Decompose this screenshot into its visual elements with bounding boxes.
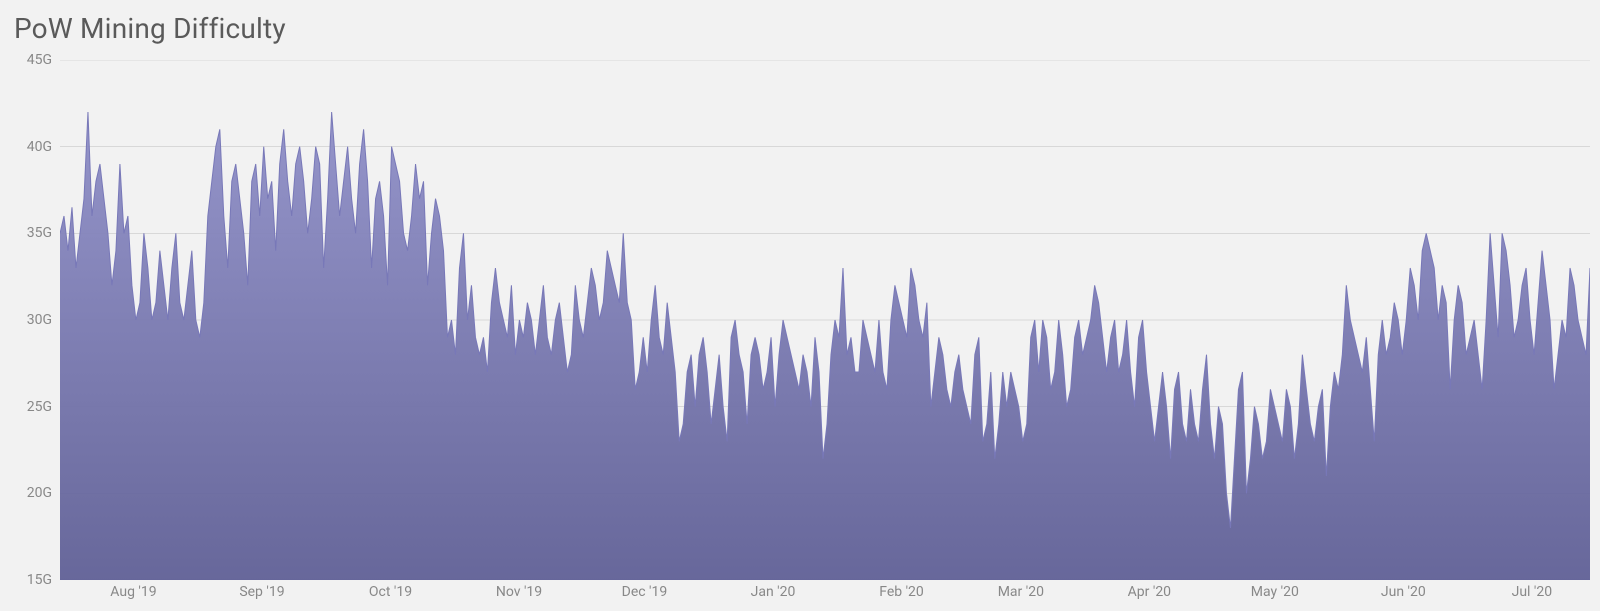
x-tick-label: Jul '20	[1512, 584, 1553, 600]
x-tick-label: Mar '20	[998, 584, 1044, 600]
x-tick-label: Nov '19	[496, 584, 542, 600]
difficulty-area	[60, 112, 1590, 580]
y-tick-label: 30G	[27, 312, 52, 328]
x-tick-label: Sep '19	[239, 584, 284, 600]
area-chart-plot	[60, 60, 1590, 580]
x-tick-label: May '20	[1251, 584, 1299, 600]
y-tick-label: 25G	[27, 399, 52, 415]
y-tick-label: 40G	[27, 139, 52, 155]
y-tick-label: 35G	[27, 225, 52, 241]
x-tick-label: Dec '19	[622, 584, 668, 600]
y-tick-label: 20G	[27, 485, 52, 501]
x-tick-label: Jan '20	[751, 584, 796, 600]
y-axis-labels: 15G20G25G30G35G40G45G	[0, 0, 60, 611]
x-tick-label: Feb '20	[879, 584, 924, 600]
x-tick-label: Jun '20	[1381, 584, 1426, 600]
y-tick-label: 45G	[27, 52, 52, 68]
x-axis-labels: Aug '19 Sep '19 Oct '19 Nov '19 Dec '19 Jan '…	[0, 580, 1600, 611]
x-tick-label: Apr '20	[1128, 584, 1171, 600]
x-tick-label: Oct '19	[369, 584, 412, 600]
x-tick-label: Aug '19	[110, 584, 156, 600]
